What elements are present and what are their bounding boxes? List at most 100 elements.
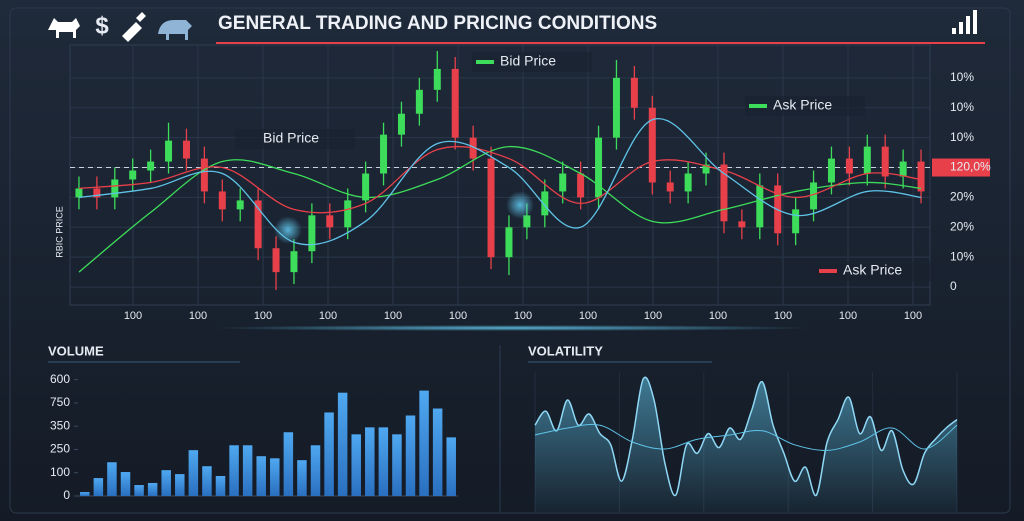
volume-bar bbox=[310, 445, 321, 496]
volume-bar bbox=[297, 460, 307, 496]
y-tick-label: 100 bbox=[50, 465, 70, 479]
page-title: GENERAL TRADING AND PRICING CONDITIONS bbox=[218, 13, 657, 34]
annotation: Ask Price bbox=[773, 97, 832, 113]
annotation-bg bbox=[472, 52, 592, 72]
volume-bar bbox=[432, 408, 443, 496]
candle-body bbox=[720, 164, 728, 222]
x-tick-label: 100 bbox=[124, 310, 142, 322]
volatility-trend-line bbox=[534, 423, 958, 451]
x-tick-label: 100 bbox=[449, 310, 467, 322]
volume-bar bbox=[378, 427, 389, 496]
y-tick-label: 750 bbox=[50, 395, 70, 409]
candle-body bbox=[630, 77, 638, 108]
volume-bar bbox=[446, 437, 456, 496]
candle-body bbox=[612, 77, 620, 138]
candle-body bbox=[236, 200, 244, 210]
volume-bar bbox=[392, 434, 402, 496]
y-tick-label: 350 bbox=[50, 418, 70, 432]
candle-body bbox=[111, 179, 119, 198]
y-tick-label: 10% bbox=[950, 100, 974, 114]
y-tick-label: 0 bbox=[63, 488, 70, 502]
glow-dot bbox=[506, 191, 534, 219]
candle-body bbox=[702, 164, 710, 174]
candle-body bbox=[881, 146, 889, 177]
y-tick-label: 250 bbox=[50, 442, 70, 456]
volume-bar bbox=[283, 432, 294, 496]
candle-body bbox=[792, 209, 800, 234]
candle-body bbox=[541, 191, 549, 216]
annotation-swatch bbox=[819, 269, 837, 273]
volume-bar bbox=[134, 485, 144, 496]
y-tick-label: 10% bbox=[950, 130, 974, 144]
candle-body bbox=[182, 140, 190, 159]
tick-highlight bbox=[932, 158, 990, 177]
candle-body bbox=[147, 161, 155, 171]
candle-body bbox=[648, 107, 656, 183]
tools-icon bbox=[122, 12, 146, 42]
candle-body bbox=[380, 134, 388, 174]
candle-body bbox=[505, 227, 513, 258]
candle-body bbox=[810, 182, 818, 210]
bull-icon bbox=[48, 18, 80, 38]
candle-body bbox=[451, 68, 459, 138]
annotation: Bid Price bbox=[263, 130, 319, 146]
volume-bar bbox=[215, 475, 226, 496]
candle-body bbox=[129, 170, 137, 180]
candle-body bbox=[326, 215, 334, 228]
volume-bar bbox=[405, 415, 416, 496]
bear-icon bbox=[158, 20, 192, 40]
candle-body bbox=[93, 188, 101, 198]
dollar-icon: $ bbox=[95, 12, 109, 39]
candle-body bbox=[827, 158, 835, 183]
candle-body bbox=[756, 185, 764, 228]
frame bbox=[9, 7, 1011, 514]
annotation-bg bbox=[745, 96, 865, 116]
volume-bar bbox=[270, 458, 280, 496]
volatility-line bbox=[534, 376, 958, 497]
y-tick-label: 600 bbox=[50, 372, 70, 386]
moving-average-line bbox=[78, 145, 922, 273]
candle-body bbox=[397, 113, 405, 135]
annotation-bg bbox=[235, 129, 355, 149]
volume-bar bbox=[337, 392, 348, 496]
candle-body bbox=[308, 215, 316, 252]
volume-bar bbox=[351, 434, 361, 496]
volume-title: VOLUME bbox=[48, 343, 104, 358]
annotation: Ask Price bbox=[843, 262, 902, 278]
candle-body bbox=[362, 173, 370, 201]
volume-bar bbox=[175, 474, 185, 496]
volume-bar bbox=[419, 390, 429, 496]
x-tick-label: 100 bbox=[384, 310, 402, 322]
x-tick-label: 100 bbox=[644, 310, 662, 322]
candle-body bbox=[684, 173, 692, 192]
candle-body bbox=[200, 158, 208, 192]
volume-bar bbox=[120, 472, 131, 496]
candle-body bbox=[559, 173, 567, 192]
annotation-swatch bbox=[749, 104, 767, 108]
candle-body bbox=[75, 188, 83, 198]
x-tick-label: 100 bbox=[189, 310, 207, 322]
x-tick-label: 100 bbox=[709, 310, 727, 322]
x-tick-label: 100 bbox=[774, 310, 792, 322]
x-tick-label: 100 bbox=[319, 310, 337, 322]
x-tick-label: 100 bbox=[904, 310, 922, 322]
y-tick-label: 20% bbox=[950, 190, 974, 204]
candle-body bbox=[577, 173, 585, 198]
annotation-swatch bbox=[476, 60, 494, 64]
volume-bar bbox=[202, 466, 212, 496]
candle-body bbox=[254, 200, 262, 249]
candle-body bbox=[738, 221, 746, 228]
moving-average-line bbox=[78, 145, 922, 214]
annotation: Bid Price bbox=[500, 53, 556, 69]
volatility-area bbox=[535, 377, 957, 512]
x-tick-label: 100 bbox=[579, 310, 597, 322]
x-tick-label: 100 bbox=[514, 310, 532, 322]
volume-bar bbox=[107, 462, 117, 496]
volume-bar bbox=[229, 445, 239, 496]
y-tick-label: 20% bbox=[950, 219, 974, 233]
signal-icon bbox=[952, 10, 977, 34]
candle-body bbox=[415, 89, 423, 114]
volume-bar bbox=[93, 478, 104, 496]
y-tick-label: 120,0% bbox=[950, 160, 991, 174]
